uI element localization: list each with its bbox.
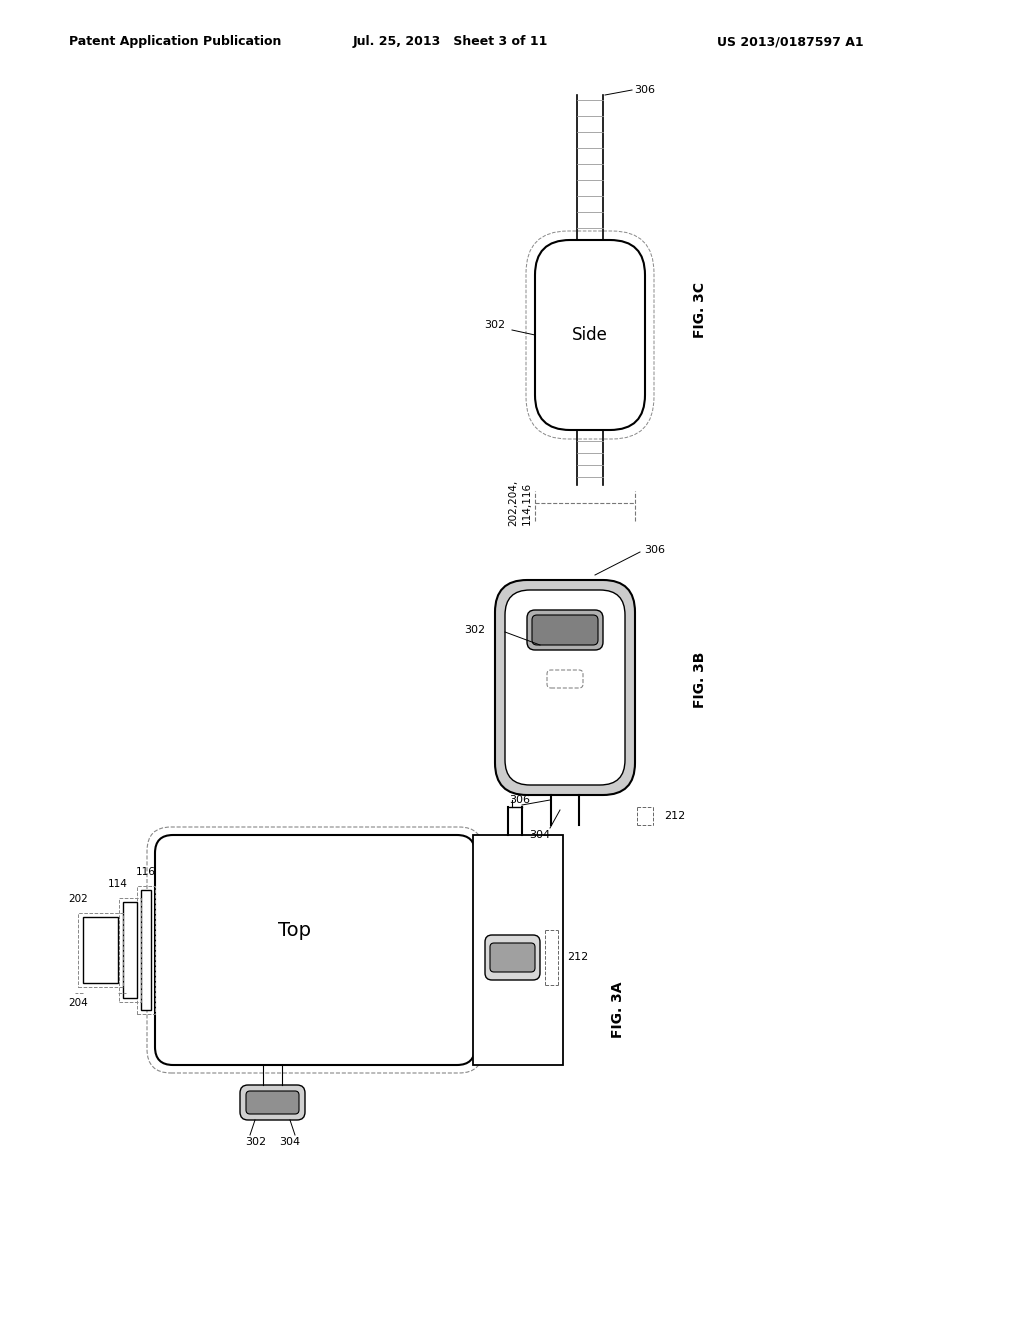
Text: FIG. 3C: FIG. 3C	[693, 282, 707, 338]
Text: Jul. 25, 2013   Sheet 3 of 11: Jul. 25, 2013 Sheet 3 of 11	[352, 36, 548, 49]
FancyBboxPatch shape	[495, 579, 635, 795]
Text: Patent Application Publication: Patent Application Publication	[69, 36, 282, 49]
Text: Top: Top	[279, 920, 311, 940]
FancyBboxPatch shape	[246, 1092, 299, 1114]
Text: 302: 302	[245, 1137, 266, 1147]
Text: 202: 202	[69, 894, 88, 904]
FancyBboxPatch shape	[505, 590, 625, 785]
Bar	[473, 836, 563, 1065]
Text: FIG. 3B: FIG. 3B	[693, 652, 707, 709]
Text: 212: 212	[567, 953, 589, 962]
Text: US 2013/0187597 A1: US 2013/0187597 A1	[717, 36, 863, 49]
Text: 116: 116	[136, 867, 156, 876]
FancyBboxPatch shape	[535, 240, 645, 430]
Text: FIG. 3A: FIG. 3A	[611, 982, 625, 1039]
Bar	[141, 890, 151, 1010]
FancyBboxPatch shape	[485, 935, 540, 979]
FancyBboxPatch shape	[527, 610, 603, 649]
FancyBboxPatch shape	[240, 1085, 305, 1119]
Text: 302: 302	[464, 624, 485, 635]
Text: 304: 304	[529, 830, 551, 840]
Text: Side: Side	[572, 326, 608, 345]
Text: 304: 304	[279, 1137, 300, 1147]
FancyBboxPatch shape	[490, 942, 535, 972]
Text: 306: 306	[510, 795, 530, 805]
Text: 306: 306	[644, 545, 666, 554]
Text: 212: 212	[665, 810, 686, 821]
Text: 114,116: 114,116	[522, 482, 532, 524]
Bar	[123, 902, 137, 998]
Text: 204: 204	[69, 998, 88, 1008]
Text: 202,204,: 202,204,	[508, 480, 518, 527]
Bar	[83, 917, 118, 983]
Bar	[119, 898, 141, 1002]
FancyBboxPatch shape	[155, 836, 475, 1065]
Text: 302: 302	[484, 319, 506, 330]
Bar	[137, 886, 155, 1014]
FancyBboxPatch shape	[532, 615, 598, 645]
Bar	[78, 913, 123, 987]
Text: 114: 114	[109, 879, 128, 888]
Text: 306: 306	[635, 84, 655, 95]
